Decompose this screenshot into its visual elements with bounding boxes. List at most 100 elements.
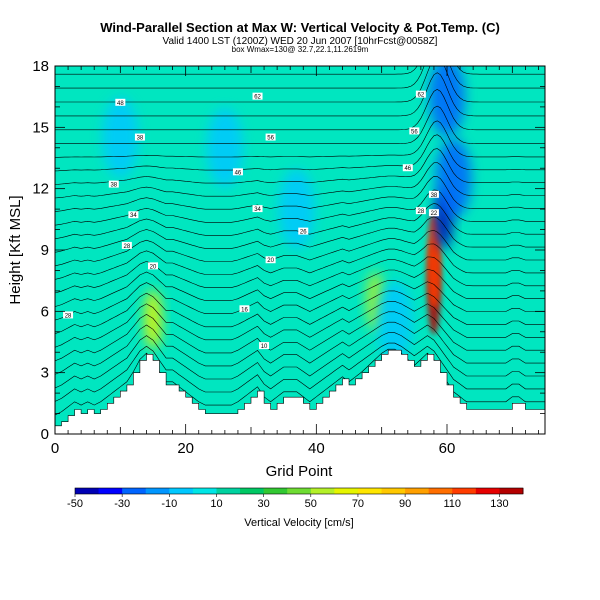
colorbar-tick-labels: -50 -30 -10 10 30 50 70 90 110 130 — [67, 494, 509, 510]
colorbar-tick-label: -50 — [67, 498, 83, 510]
colorbar-tick-label: -30 — [114, 498, 130, 510]
contour-label: 38 — [431, 193, 438, 199]
contour-label-bg — [409, 127, 420, 135]
contour-label-bg — [298, 227, 309, 235]
colorbar-tick-label: -10 — [161, 498, 177, 510]
contour-label: 62 — [254, 95, 261, 101]
contour-label-bg — [239, 305, 250, 313]
contour-label-bg — [415, 90, 426, 98]
colorbar — [75, 488, 524, 494]
isentrope-line — [55, 243, 545, 280]
colorbar-tick-label: 110 — [443, 498, 461, 510]
contour-label-bg — [252, 92, 263, 100]
chart-title: Wind-Parallel Section at Max W: Vertical… — [100, 20, 500, 35]
contour-label-bg — [428, 209, 439, 217]
isentrope-line — [55, 66, 545, 75]
isentrope-line — [55, 311, 545, 362]
contour-label: 28 — [65, 313, 72, 319]
x-axis-title: Grid Point — [266, 463, 334, 480]
isentrope-line — [55, 148, 545, 185]
colorbar-segment — [98, 488, 123, 494]
contour-label: 28 — [124, 244, 131, 250]
velocity-feature — [144, 289, 162, 350]
isentrope-line — [55, 348, 545, 416]
colorbar-segment — [145, 488, 170, 494]
x-tick-label: 40 — [308, 440, 325, 457]
y-tick-label: 0 — [41, 426, 49, 443]
contour-label: 56 — [267, 136, 274, 142]
contour-label-bg — [265, 256, 276, 264]
colorbar-segment — [192, 488, 217, 494]
isentrope-line — [55, 120, 545, 158]
isentrope-line — [55, 301, 545, 348]
isentrope-line — [55, 134, 545, 172]
colorbar-segment — [428, 488, 453, 494]
colorbar-title: Vertical Velocity [cm/s] — [244, 517, 353, 529]
isentrope-line — [55, 66, 545, 103]
contour-label-bg — [265, 133, 276, 141]
contour-label-bg — [63, 311, 74, 319]
chart-subtitle-valid-time: Valid 1400 LST (1200Z) WED 20 Jun 2007 [… — [162, 36, 438, 47]
isentrope-line — [55, 72, 545, 117]
y-axis-title: Height [Kft MSL] — [7, 195, 24, 304]
terrain-profile — [55, 349, 545, 434]
colorbar-segment — [405, 488, 430, 494]
contour-label: 56 — [411, 129, 418, 135]
y-tick-label: 12 — [32, 181, 49, 198]
isentrope-line — [55, 332, 545, 389]
y-axis-ticks: 0 3 6 9 12 15 18 — [32, 58, 545, 443]
contour-label-bg — [428, 190, 439, 198]
y-tick-label: 6 — [41, 303, 49, 320]
x-axis-ticks: 0 20 40 60 — [51, 66, 539, 457]
colorbar-segment — [475, 488, 500, 494]
contour-label: 34 — [254, 207, 261, 213]
colorbar-segment — [263, 488, 288, 494]
colorbar-segment — [287, 488, 312, 494]
colorbar-segment — [381, 488, 406, 494]
contour-label-bg — [232, 168, 243, 176]
isentrope-line — [55, 89, 545, 131]
contour-label: 34 — [130, 213, 137, 219]
isentrope-line — [55, 230, 545, 267]
contour-label: 10 — [261, 344, 268, 350]
contour-label: 46 — [235, 170, 242, 176]
colorbar-segment — [310, 488, 335, 494]
velocity-feature — [435, 138, 472, 219]
potential-temperature-contours — [55, 66, 545, 416]
isentrope-line — [55, 342, 545, 402]
y-tick-label: 15 — [32, 119, 49, 136]
velocity-feature — [102, 97, 139, 178]
isentrope-line — [55, 189, 545, 226]
contour-label-bg — [134, 133, 145, 141]
contour-label-bg — [259, 342, 270, 350]
contour-label-bg — [121, 241, 132, 249]
isentrope-line — [55, 268, 545, 307]
colorbar-tick-label: 130 — [490, 498, 508, 510]
isentrope-line — [55, 66, 545, 89]
contour-label: 48 — [117, 101, 124, 107]
colorbar-frame — [74, 487, 524, 495]
contour-label: 16 — [241, 307, 248, 313]
contour-label: 62 — [418, 93, 425, 99]
contour-label-bg — [252, 205, 263, 213]
contour-label: 20 — [150, 264, 157, 270]
isentrope-line — [55, 290, 545, 334]
contour-labels: 48 38 38 34 28 20 28 62 56 46 34 26 20 16 10 62 56 46 38 28… — [63, 90, 439, 350]
colorbar-segment — [334, 488, 359, 494]
velocity-feature — [206, 107, 243, 188]
contour-label: 20 — [267, 258, 274, 264]
y-tick-label: 3 — [41, 365, 49, 382]
contour-label-bg — [402, 164, 413, 172]
colorbar-segment — [75, 488, 100, 494]
isentrope-line — [55, 216, 545, 253]
plot-area: 48 38 38 34 28 20 28 62 56 46 34 26 20 16 10 62 56 46 38 28… — [55, 66, 545, 434]
contour-label-bg — [415, 207, 426, 215]
contour-label: 38 — [137, 136, 144, 142]
contour-label-bg — [128, 211, 139, 219]
colorbar-segment — [122, 488, 147, 494]
contour-label: 26 — [300, 230, 307, 236]
colorbar-tick-label: 90 — [399, 498, 411, 510]
x-tick-label: 0 — [51, 440, 59, 457]
colorbar-segment — [357, 488, 383, 494]
